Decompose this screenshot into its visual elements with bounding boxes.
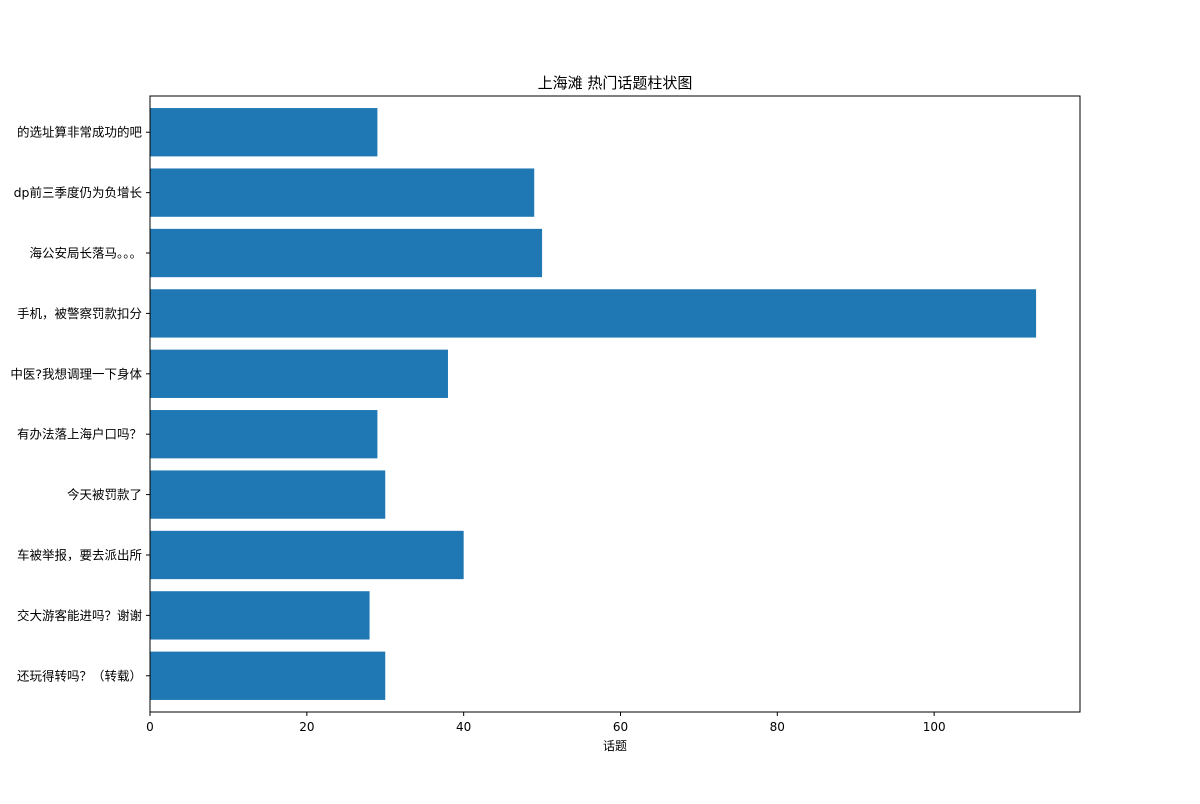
x-tick-label: 100 [923,720,946,734]
x-tick-label: 40 [456,720,471,734]
y-tick-label: 今天被罚款了 [67,487,142,502]
bar [150,228,543,278]
y-tick-label: 中医?我想调理一下身体 [10,366,142,381]
y-tick-label: 手机，被警察罚款扣分 [17,306,142,321]
x-tick-label: 0 [146,720,154,734]
x-axis-label: 话题 [603,739,627,753]
y-tick-label: 交大游客能进吗？谢谢 [17,608,142,623]
plot-frame [149,95,1081,713]
bar [150,591,370,640]
y-tick-label: 车被举报，要去派出所 [17,547,142,562]
bar [150,168,535,217]
x-tick-label: 80 [770,720,785,734]
x-tick-label: 20 [299,720,314,734]
bar [150,651,386,700]
bar [150,108,378,157]
x-axis: 0 20 40 60 80 100 [146,712,946,734]
bar [150,410,378,459]
bar [150,470,386,519]
x-tick-label: 60 [613,720,628,734]
bars-group [150,108,1037,700]
y-tick-label: dp前三季度仍为负增长 [14,185,143,200]
bar [150,530,464,580]
y-tick-label: 的选址算非常成功的吧 [17,125,143,140]
y-tick-label: 海公安局长落马。。。 [29,246,142,261]
chart-title: 上海滩 热门话题柱状图 [538,74,693,92]
bar [150,349,448,398]
y-tick-label: 有办法落上海户口吗？ [17,427,142,442]
bar [150,289,1037,338]
y-tick-label: 还玩得转吗？（转载） [17,668,142,683]
